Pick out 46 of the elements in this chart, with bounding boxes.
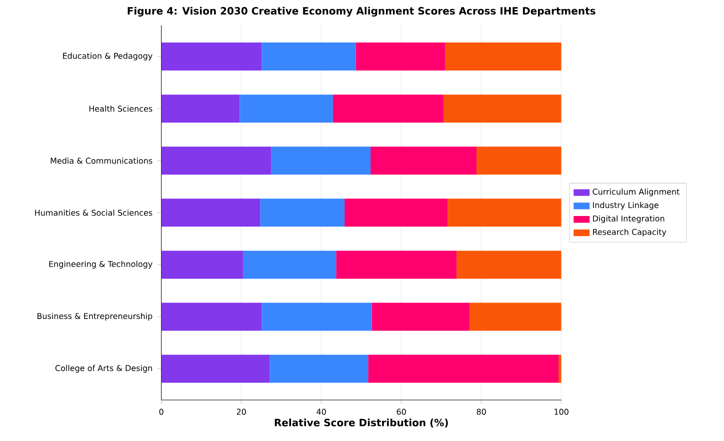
bar	[372, 302, 470, 331]
y-tick-label: College of Arts & Design	[55, 364, 152, 372]
x-tick-label: 60	[396, 408, 406, 415]
bar	[370, 146, 477, 174]
y-tick-label: Business & Entrepreneurship	[38, 312, 152, 320]
bar	[240, 94, 333, 122]
y-tick-label: Media & Communications	[50, 157, 152, 164]
legend-label: Industry Linkage	[593, 202, 658, 210]
bar	[161, 198, 260, 227]
bar	[262, 42, 356, 70]
bar	[356, 42, 446, 70]
x-tick-label: 20	[236, 408, 246, 415]
bar	[243, 250, 336, 279]
bar	[444, 94, 562, 122]
y-tick-label: Education & Pedagogy	[63, 52, 152, 60]
bar	[161, 250, 244, 279]
bar	[271, 146, 371, 174]
bar	[270, 354, 368, 383]
x-tick-label: 80	[476, 408, 486, 415]
x-tick-label: 100	[554, 408, 568, 415]
x-tick-label: 0	[159, 408, 164, 415]
y-tick-label: Health Sciences	[89, 105, 152, 112]
bar	[332, 94, 444, 122]
bar	[448, 198, 562, 227]
bar	[262, 302, 372, 331]
legend-label: Digital Integration	[593, 215, 664, 223]
bar	[161, 94, 240, 122]
bar	[476, 146, 562, 174]
chart-title: Figure 4: Vision 2030 Creative Economy Alignment Scores Across IHE Departments	[128, 6, 596, 16]
bar	[161, 146, 272, 174]
legend-label: Research Capacity	[593, 228, 666, 236]
bar	[445, 42, 562, 70]
y-tick-label: Engineering & Technology	[49, 260, 152, 268]
bar	[456, 250, 562, 279]
bar	[161, 302, 262, 331]
y-tick-label: Humanities & Social Sciences	[35, 209, 152, 216]
bar	[161, 354, 270, 383]
legend-label: Curriculum Alignment	[592, 188, 680, 196]
x-tick-label: 40	[316, 408, 326, 415]
bar	[260, 198, 345, 227]
bar	[161, 42, 262, 70]
bar	[470, 302, 562, 331]
x-axis-title: Relative Score Distribution (%)	[274, 418, 448, 428]
bar	[336, 250, 457, 279]
bar	[368, 354, 559, 383]
bar	[344, 198, 448, 227]
